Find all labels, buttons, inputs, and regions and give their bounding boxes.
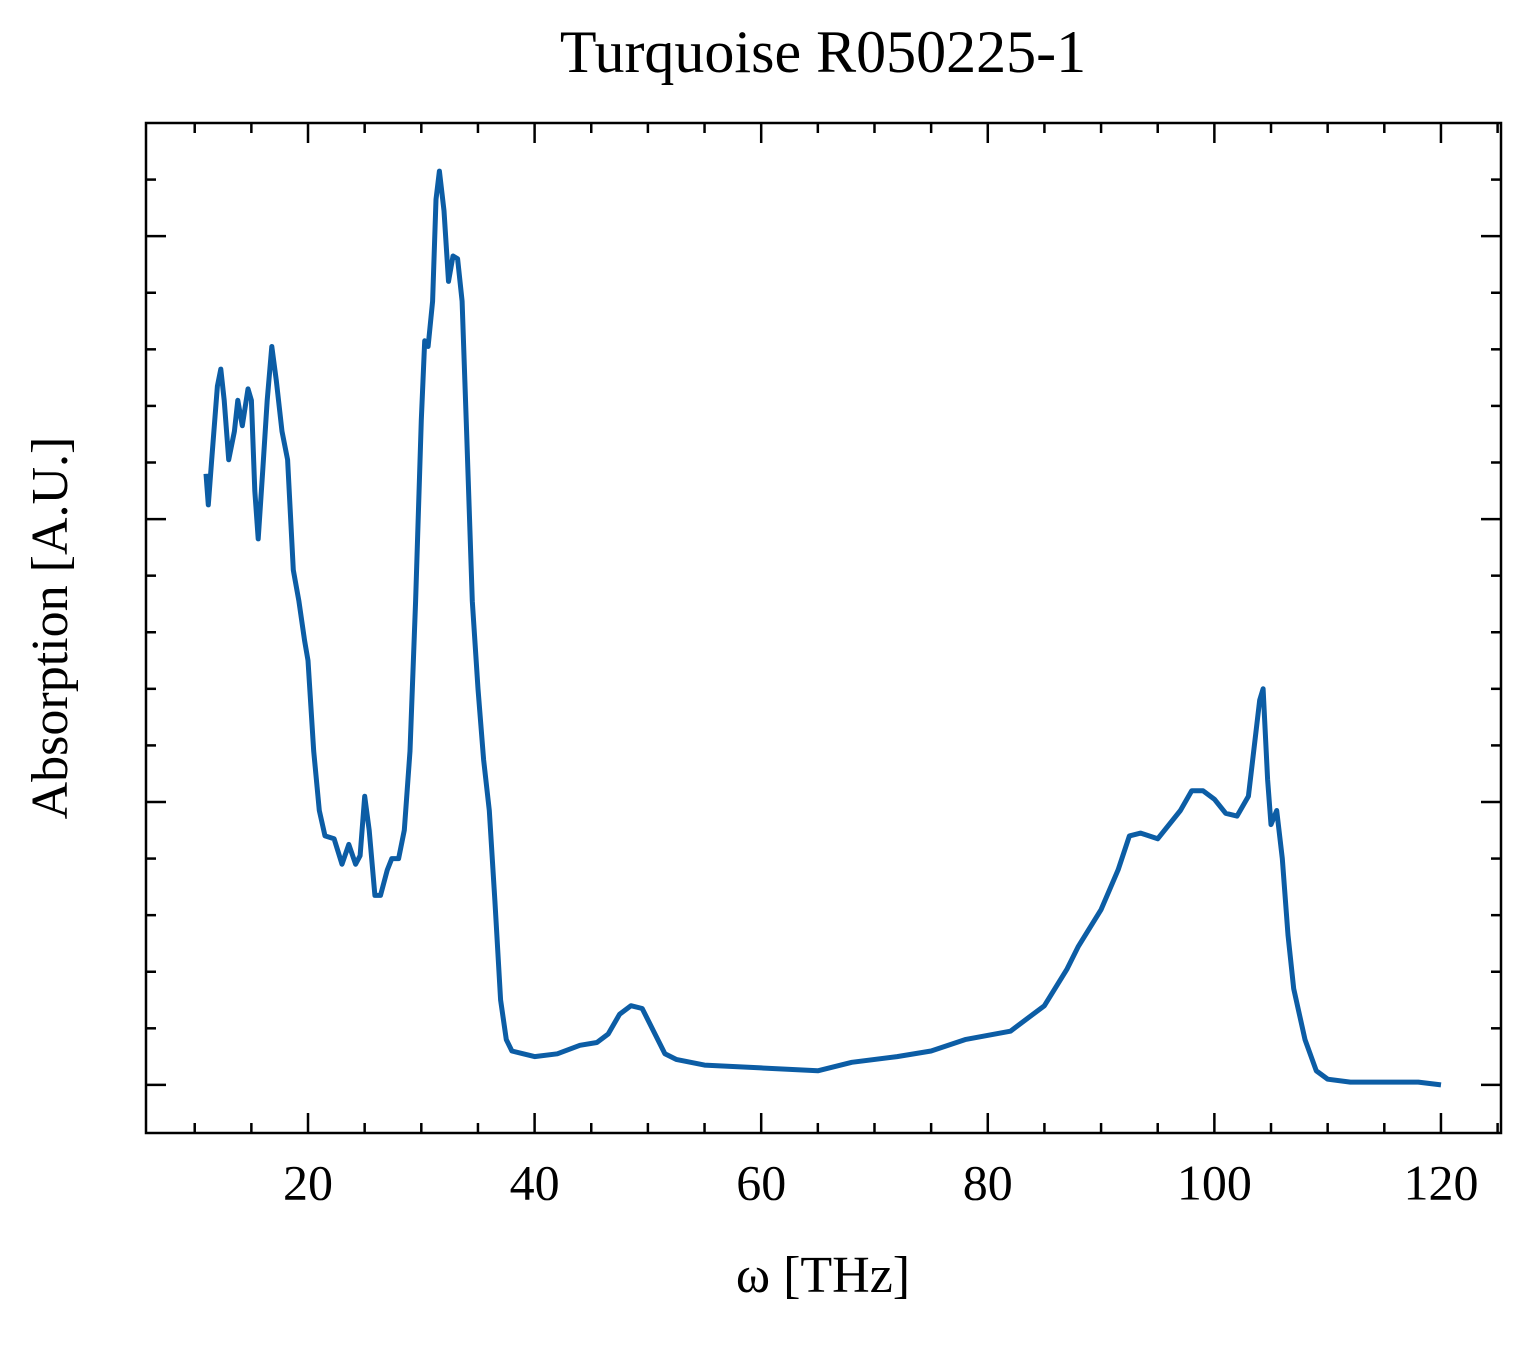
plot-frame	[144, 121, 1503, 1135]
x-tick-label: 100	[1177, 1154, 1252, 1210]
x-tick-label: 120	[1403, 1154, 1478, 1210]
data-line	[203, 168, 1442, 1088]
x-tick-label: 40	[510, 1154, 560, 1210]
x-tick-label: 80	[963, 1154, 1013, 1210]
y-axis-label: Absorption [A.U.]	[22, 437, 79, 820]
x-axis-label: ω [THz]	[736, 1247, 910, 1304]
x-tick-label: 20	[283, 1154, 333, 1210]
x-tick-label: 60	[736, 1154, 786, 1210]
chart-title: Turquoise R050225-1	[560, 19, 1086, 85]
